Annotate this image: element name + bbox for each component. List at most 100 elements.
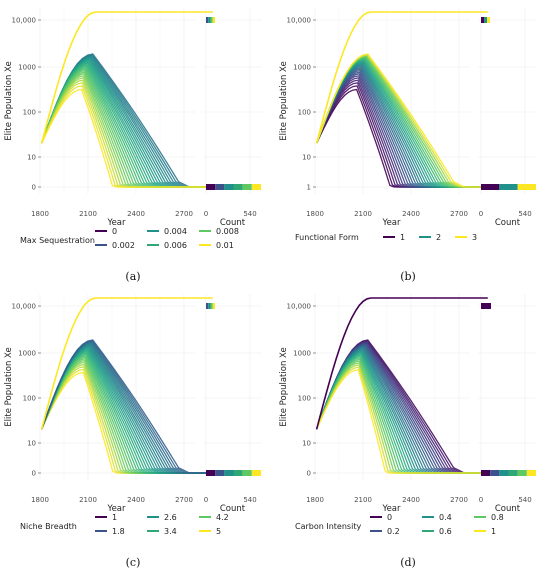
legend-label: 2.6 xyxy=(164,513,177,522)
y-axis-label: Elite Population Xe xyxy=(4,61,14,140)
count-axis-label: Count xyxy=(495,218,521,228)
count-bar xyxy=(224,184,234,190)
count-tick-label: 0 xyxy=(479,496,483,504)
y-tick-label: 1000 xyxy=(18,64,36,72)
count-tick-label: 0 xyxy=(204,496,208,504)
x-tick-label: 2700 xyxy=(450,210,468,218)
y-axis-label: Elite Population Xe xyxy=(4,347,14,426)
x-tick-label: 2400 xyxy=(127,496,145,504)
saturation-line xyxy=(315,297,488,430)
x-tick-label: 2400 xyxy=(402,496,420,504)
x-tick-label: 2400 xyxy=(127,210,145,218)
x-tick-label: 2100 xyxy=(354,210,372,218)
count-bar xyxy=(212,303,215,309)
legend-title: Niche Breadth xyxy=(20,522,77,531)
gridlines xyxy=(38,8,262,194)
panel-caption: (d) xyxy=(400,556,416,569)
legend-label: 5 xyxy=(216,527,221,536)
count-bar xyxy=(499,470,509,476)
count-bar xyxy=(484,17,487,23)
legend: Niche Breadth 1 1.8 2.6 3.4 4.2 5 xyxy=(20,513,229,536)
legend-title: Max Sequestration xyxy=(20,236,95,245)
y-tick-label: 1000 xyxy=(18,350,36,358)
x-axis-label: Year xyxy=(107,218,127,228)
count-bar xyxy=(508,470,518,476)
count-bars-top xyxy=(206,17,215,23)
legend-label: 0.4 xyxy=(439,513,452,522)
count-bar xyxy=(517,470,527,476)
x-axis-label: Year xyxy=(107,504,127,514)
count-bar xyxy=(212,17,215,23)
count-bar xyxy=(233,470,243,476)
count-axis-label: Count xyxy=(495,504,521,514)
count-bars-bottom xyxy=(206,184,261,190)
saturation-line xyxy=(40,297,213,430)
y-axis-label: Elite Population Xe xyxy=(279,347,289,426)
count-axis-label: Count xyxy=(220,218,246,228)
count-bars-bottom xyxy=(206,470,261,476)
count-bars-top xyxy=(481,17,490,23)
x-tick-label: 1800 xyxy=(306,210,324,218)
y-tick-label: 10,000 xyxy=(12,303,37,311)
count-bar xyxy=(210,303,213,309)
legend-title: Carbon Intensity xyxy=(295,522,361,531)
x-tick-label: 2100 xyxy=(79,210,97,218)
count-bar xyxy=(526,470,536,476)
count-bar xyxy=(210,17,213,23)
legend-label: 0.6 xyxy=(439,527,452,536)
x-tick-label: 2700 xyxy=(175,210,193,218)
x-tick-label: 2100 xyxy=(354,496,372,504)
series-line xyxy=(315,53,488,188)
count-bar xyxy=(208,303,211,309)
count-bar xyxy=(206,303,209,309)
count-bar xyxy=(208,17,211,23)
x-tick-label: 2700 xyxy=(450,496,468,504)
series-line xyxy=(315,57,488,188)
series-line xyxy=(315,344,488,474)
y-tick-label: 100 xyxy=(298,395,311,403)
legend-label: 1.8 xyxy=(112,527,125,536)
series-line xyxy=(40,339,213,474)
y-tick-label: 100 xyxy=(23,109,36,117)
gridlines xyxy=(313,294,537,480)
y-axis-label: Elite Population Xe xyxy=(279,61,289,140)
legend-label: 1 xyxy=(400,233,405,242)
legend: Carbon Intensity 0 0.2 0.4 0.6 0.8 1 xyxy=(295,513,504,536)
legend: Functional Form 1 2 3 xyxy=(295,233,477,242)
count-bars-top xyxy=(481,303,491,309)
series-lines xyxy=(40,53,213,188)
x-tick-label: 1800 xyxy=(31,496,49,504)
x-axis-label: Year xyxy=(382,504,402,514)
count-bar xyxy=(242,184,252,190)
x-tick-label: 1800 xyxy=(306,496,324,504)
count-bar xyxy=(481,303,491,309)
count-bar xyxy=(517,184,536,190)
count-tick-label: 540 xyxy=(518,496,531,504)
count-bar xyxy=(481,17,484,23)
legend-title: Functional Form xyxy=(295,233,359,242)
panel-caption: (a) xyxy=(125,270,140,283)
y-tick-label: 0 xyxy=(307,470,311,478)
series-line xyxy=(41,88,213,188)
y-tick-label: 10,000 xyxy=(287,17,312,25)
count-bar xyxy=(206,17,209,23)
y-tick-label: 10 xyxy=(27,154,36,162)
saturation-line xyxy=(40,11,213,144)
y-tick-label: 1000 xyxy=(293,350,311,358)
count-tick-label: 0 xyxy=(479,210,483,218)
count-bar xyxy=(481,184,500,190)
legend-label: 0 xyxy=(387,513,392,522)
count-bar xyxy=(251,470,261,476)
y-tick-label: 1000 xyxy=(293,64,311,72)
y-tick-label: 0 xyxy=(32,470,36,478)
y-tick-label: 10,000 xyxy=(287,303,312,311)
y-tick-label: 10,000 xyxy=(12,17,37,25)
y-tick-label: 10 xyxy=(302,154,311,162)
legend-label: 4.2 xyxy=(216,513,229,522)
panel-caption: (c) xyxy=(126,556,141,569)
count-bar xyxy=(499,184,518,190)
legend-label: 1 xyxy=(112,513,117,522)
